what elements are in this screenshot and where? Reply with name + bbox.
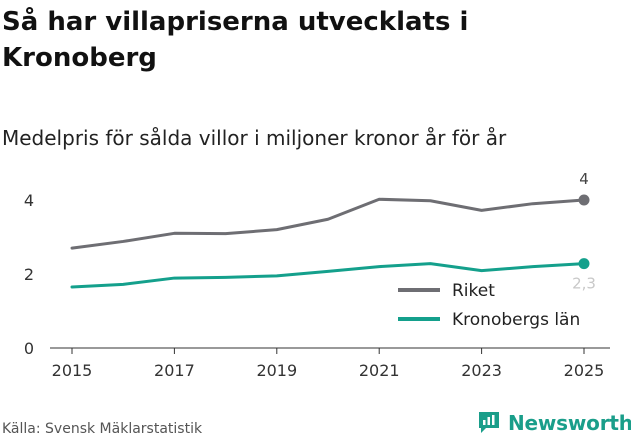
x-tick-label: 2025	[564, 361, 605, 380]
series-line-kronoberg	[70, 262, 586, 289]
y-axis-ticks: 0 2 4	[24, 191, 34, 358]
x-tick-label: 2017	[154, 361, 195, 380]
series-end-point	[578, 194, 590, 206]
legend: Riket Kronobergs län	[398, 281, 580, 330]
line-chart: 024 2015 2017 2019 2021 2023 2025 42,3 RiketK…	[24, 170, 610, 380]
series-end-label: 4	[579, 170, 589, 188]
chart-subtitle: Medelpris för sålda villor i miljoner kr…	[2, 126, 507, 150]
x-tick-label: 2019	[256, 361, 297, 380]
y-tick-label: 0	[24, 339, 34, 358]
newsworthy-logo-icon	[479, 412, 499, 433]
x-axis-ticks: 2015 2017 2019 2021 2023 2025	[52, 348, 605, 380]
x-tick-label: 2023	[461, 361, 502, 380]
brand-name: Newsworthy	[508, 411, 631, 435]
brand-logo: Newsworthy	[476, 406, 631, 440]
x-tick-label: 2021	[359, 361, 400, 380]
x-tick-label: 2015	[52, 361, 93, 380]
series-lines: 42,3	[70, 170, 596, 293]
legend-label: Riket	[452, 281, 495, 301]
series-end-point	[578, 258, 590, 270]
y-tick-label: 2	[24, 265, 34, 284]
legend-label: Kronobergs län	[452, 310, 580, 330]
series-end-label: 2,3	[572, 275, 596, 293]
chart-title: Så har villapriserna utvecklats i Kronob…	[2, 7, 469, 73]
series-line-riket	[70, 197, 586, 250]
y-tick-label: 4	[24, 191, 34, 210]
source-note: Källa: Svensk Mäklarstatistik	[2, 421, 203, 437]
